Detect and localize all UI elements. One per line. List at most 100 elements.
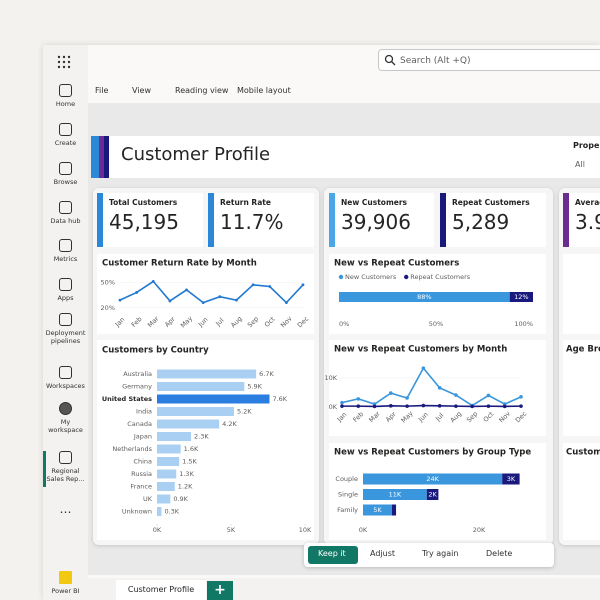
value-label: 7.6K: [272, 395, 287, 403]
nav-item[interactable]: Home: [43, 84, 88, 108]
filter-label: Propert: [573, 141, 600, 150]
nav-active: [43, 451, 46, 487]
visual-title: Custom: [566, 448, 600, 458]
x-tick-label: Jul: [214, 316, 226, 328]
point: [218, 295, 222, 299]
x-tick-label: Dec: [296, 314, 311, 329]
nav-icon: [59, 278, 72, 291]
card-value: 45,195: [109, 210, 179, 234]
add-page[interactable]: +: [207, 581, 233, 600]
category-label: Netherlands: [112, 445, 152, 453]
point: [235, 298, 238, 302]
value-label: 5.9K: [247, 383, 262, 391]
point: [389, 404, 393, 408]
filter-value[interactable]: All: [575, 160, 585, 169]
y-tick-label: 20%: [101, 304, 115, 312]
visual-title: Customers by Country: [102, 346, 209, 356]
nav-item[interactable]: Power BI: [43, 571, 88, 595]
bar: [157, 382, 245, 391]
category-label: India: [136, 408, 152, 416]
menu-item[interactable]: View: [132, 86, 151, 95]
point: [251, 283, 255, 287]
nav-item[interactable]: Deployment pipelines: [43, 313, 88, 345]
category-label: Couple: [335, 475, 358, 483]
nav-item[interactable]: Create: [43, 123, 88, 147]
value-label: 0.9K: [173, 495, 188, 503]
card-label: New Customers: [341, 198, 408, 207]
menu-item[interactable]: Mobile layout: [237, 86, 291, 95]
nav-icon: [59, 451, 72, 464]
nav-item[interactable]: Workspaces: [43, 366, 88, 390]
point: [454, 404, 458, 408]
nav-rail: [43, 45, 88, 600]
x-tick-label: 50%: [429, 320, 443, 328]
bar: [157, 432, 192, 441]
page-tab[interactable]: Customer Profile: [116, 580, 206, 600]
point: [284, 301, 288, 305]
bar: [157, 419, 220, 429]
value-label: 88%: [417, 293, 431, 301]
x-tick-label: Jun: [416, 411, 430, 425]
nav-label: Workspaces: [46, 382, 85, 390]
action-button[interactable]: Delete: [486, 549, 513, 558]
bar: [157, 507, 162, 516]
bar: [157, 494, 171, 504]
visual-title: New vs Repeat Customers: [334, 259, 459, 269]
nav-more[interactable]: …: [59, 502, 72, 516]
category-label: Russia: [131, 470, 152, 478]
value-label: 5.2K: [237, 408, 252, 416]
action-button[interactable]: Adjust: [370, 549, 396, 558]
bar-segment: [392, 504, 397, 516]
category-label: UK: [143, 495, 153, 503]
nav-item[interactable]: Regional Sales Rep...: [43, 451, 88, 483]
x-tick-label: Mar: [367, 410, 382, 425]
card-value: 39,906: [341, 210, 411, 234]
bar-segment: [363, 504, 392, 516]
card-label: Total Customers: [109, 198, 178, 207]
visual: [563, 443, 600, 540]
value-label: 2K: [428, 491, 437, 499]
menu-item[interactable]: File: [95, 86, 109, 95]
card-accent: [563, 193, 569, 247]
app-launcher[interactable]: [57, 55, 71, 69]
series-line: [342, 404, 522, 408]
nav-icon: [59, 402, 72, 415]
nav-item[interactable]: My workspace: [43, 402, 88, 434]
nav-icon: [59, 84, 72, 97]
bar-segment: [502, 473, 520, 485]
point: [301, 283, 305, 287]
action-button[interactable]: Try again: [422, 549, 459, 558]
legend-label: Repeat Customers: [410, 273, 471, 281]
value-label: 24K: [426, 475, 439, 483]
nav-icon: [59, 313, 72, 326]
value-label: 6.7K: [259, 370, 274, 378]
value-label: 1.6K: [184, 445, 199, 453]
nav-item[interactable]: Browse: [43, 162, 88, 186]
point: [421, 366, 426, 370]
nav-label: Apps: [57, 294, 74, 302]
point: [356, 404, 361, 408]
card-accent: [97, 193, 103, 247]
nav-label: Data hub: [50, 217, 81, 225]
bar: [157, 394, 270, 404]
banner-stripe: [104, 136, 109, 178]
action-button[interactable]: Keep it: [318, 549, 346, 558]
point: [405, 404, 409, 408]
x-tick-label: Oct: [263, 315, 277, 329]
search-box[interactable]: Search (Alt +Q): [378, 49, 600, 71]
visual-title: New vs Repeat Customers by Group Type: [334, 448, 531, 458]
card-value: 5,289: [452, 210, 510, 234]
nav-icon: [59, 201, 72, 214]
kpi-card: Total Customers 45,195: [97, 193, 203, 247]
keep-button-bg[interactable]: [308, 546, 358, 564]
bar-segment: [509, 292, 533, 302]
bar: [157, 469, 177, 479]
value-label: 1.3K: [179, 470, 194, 478]
nav-item[interactable]: Apps: [43, 278, 88, 302]
x-tick-label: 0K: [153, 526, 162, 534]
nav-item[interactable]: Metrics: [43, 239, 88, 263]
nav-item[interactable]: Data hub: [43, 201, 88, 225]
value-label: 1.5K: [182, 458, 197, 466]
banner-stripe: [99, 136, 104, 178]
menu-item[interactable]: Reading view: [175, 86, 229, 95]
